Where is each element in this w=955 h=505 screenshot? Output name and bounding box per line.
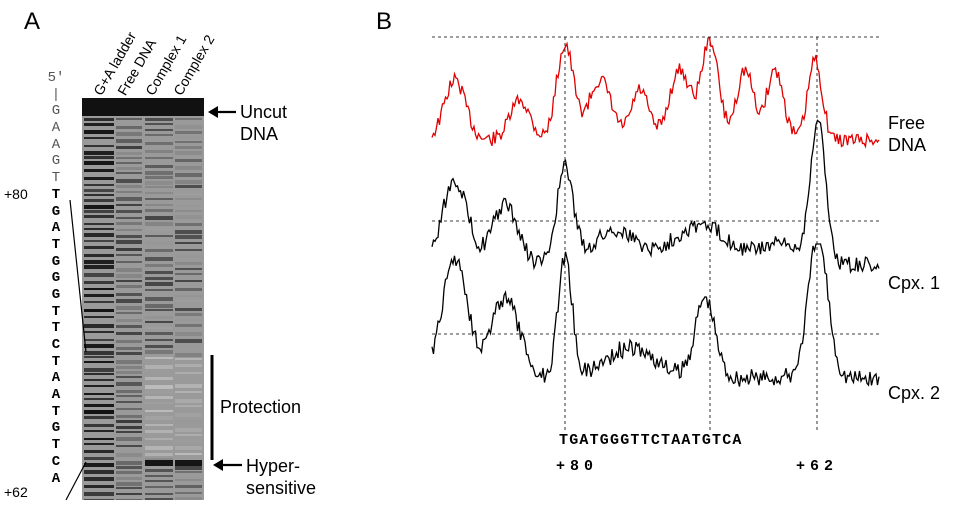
trace-label-cpx2: Cpx. 2: [888, 383, 941, 403]
seq-base: T: [51, 437, 61, 454]
uncut-arrow-head: [208, 106, 218, 118]
five-prime-label: 5′: [47, 70, 65, 86]
seq-base: A: [51, 387, 61, 404]
seq-base: T: [51, 236, 61, 253]
trace-label-cpx1: Cpx. 1: [888, 273, 941, 293]
seq-base: G: [51, 153, 61, 170]
trace-label-free-line-1: Free: [888, 113, 926, 133]
position-label-plus-80: +80: [4, 186, 28, 202]
seq-base: G: [51, 253, 61, 270]
position-label-plus-62: +62: [4, 484, 28, 500]
uncut-line-1: Uncut: [240, 102, 288, 122]
panel-b-letter: B: [376, 8, 393, 35]
trace-free-dna: [431, 37, 880, 149]
gel-image: [82, 98, 204, 500]
hyper-line-2: sensitive: [246, 478, 317, 498]
seq-base: T: [51, 320, 61, 337]
seq-base: T: [51, 353, 61, 370]
uncut-dna-label: Uncut DNA: [240, 101, 287, 145]
seq-base: G: [51, 103, 61, 120]
protection-label: Protection: [220, 397, 302, 417]
position-b-plus-62: +62: [796, 458, 839, 475]
trace-cpx2: [431, 243, 880, 387]
seq-base: T: [51, 403, 61, 420]
seq-base: A: [51, 470, 61, 487]
seq-base: G: [51, 270, 61, 287]
gel-bands: [82, 98, 204, 500]
hypersensitive-label: Hyper- sensitive: [246, 455, 316, 499]
connector-line-top: [69, 199, 87, 353]
position-b-plus-80: +80: [556, 458, 599, 475]
seq-base: C: [51, 337, 61, 353]
hyper-line-1: Hyper-: [246, 456, 301, 476]
seq-base: A: [51, 120, 61, 137]
seq-base: A: [51, 136, 61, 153]
seq-base: T: [51, 170, 61, 187]
seq-base: G: [51, 203, 61, 220]
seq-base: T: [51, 186, 61, 203]
seq-base: G: [51, 420, 61, 437]
seq-base: T: [51, 303, 61, 320]
seq-base: A: [51, 220, 61, 237]
seq-divider: |: [51, 86, 61, 103]
sequence-ladder-a: 5′ | G A A G T T G A T G G G T T C T A A…: [46, 70, 66, 487]
panel-a-letter: A: [24, 8, 41, 35]
sequence-panel-b: TGATGGGTTCTAATGTCA: [559, 432, 743, 449]
uncut-line-2: DNA: [240, 124, 279, 144]
seq-base: C: [51, 453, 61, 470]
trace-cpx1: [431, 119, 880, 275]
trace-label-free-dna: Free DNA: [888, 112, 926, 156]
trace-label-free-line-2: DNA: [888, 135, 927, 155]
seq-base: A: [51, 370, 61, 387]
hyper-arrow-head: [213, 459, 223, 471]
seq-base: G: [51, 286, 61, 303]
connector-line-bottom: [65, 461, 87, 501]
